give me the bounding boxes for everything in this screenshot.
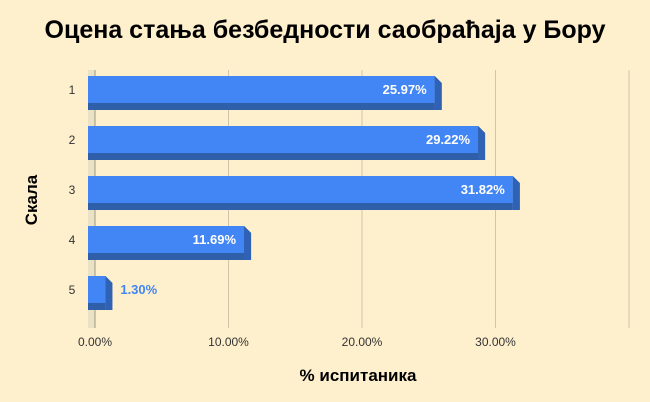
bar xyxy=(88,176,513,203)
x-tick-label: 30.00% xyxy=(475,335,516,349)
bar-shadow xyxy=(88,203,513,210)
bar-side-face xyxy=(512,176,520,210)
y-tick-label: 4 xyxy=(69,233,76,247)
bar-shadow xyxy=(88,103,435,110)
bar xyxy=(88,276,106,303)
bar-side-face xyxy=(105,276,113,310)
bar xyxy=(88,76,435,103)
y-tick-label: 1 xyxy=(69,83,76,97)
x-tick-label: 0.00% xyxy=(78,335,112,349)
bar-side-face xyxy=(478,126,486,160)
y-tick-label: 2 xyxy=(69,133,76,147)
bar-side-face xyxy=(434,76,442,110)
x-tick-label: 20.00% xyxy=(342,335,383,349)
bar xyxy=(88,226,245,253)
data-label: 31.82% xyxy=(461,182,506,197)
data-label: 11.69% xyxy=(193,232,237,247)
bar-shadow xyxy=(88,303,106,310)
bar xyxy=(88,126,479,153)
data-label: 25.97% xyxy=(383,82,428,97)
data-label: 1.30% xyxy=(120,282,157,297)
chart-title: Оцена стања безбедности саобраћаја у Бор… xyxy=(44,16,606,44)
y-tick-label: 5 xyxy=(69,283,76,297)
bar-side-face xyxy=(244,226,252,260)
x-axis-label: % испитаника xyxy=(299,366,417,385)
data-label: 29.22% xyxy=(426,132,471,147)
y-tick-label: 3 xyxy=(69,183,76,197)
bar-shadow xyxy=(88,253,245,260)
y-axis-label: Скала xyxy=(22,174,41,226)
x-tick-label: 10.00% xyxy=(208,335,249,349)
bar-shadow xyxy=(88,153,479,160)
